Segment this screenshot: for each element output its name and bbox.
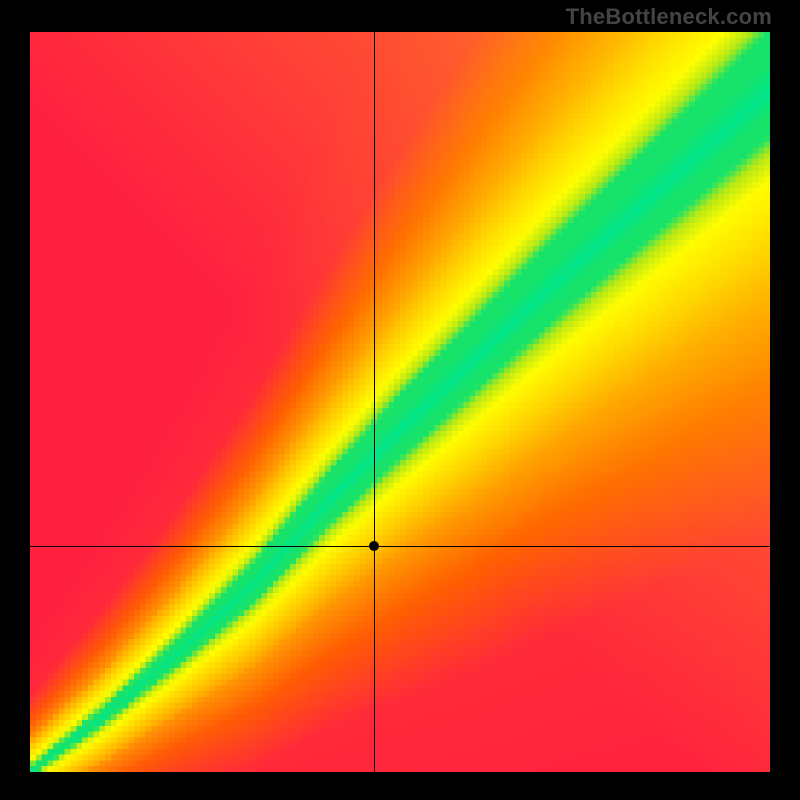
- watermark-text: TheBottleneck.com: [566, 4, 772, 30]
- crosshair-vertical: [374, 32, 375, 772]
- crosshair-horizontal: [30, 546, 770, 547]
- bottleneck-heatmap: [30, 32, 770, 772]
